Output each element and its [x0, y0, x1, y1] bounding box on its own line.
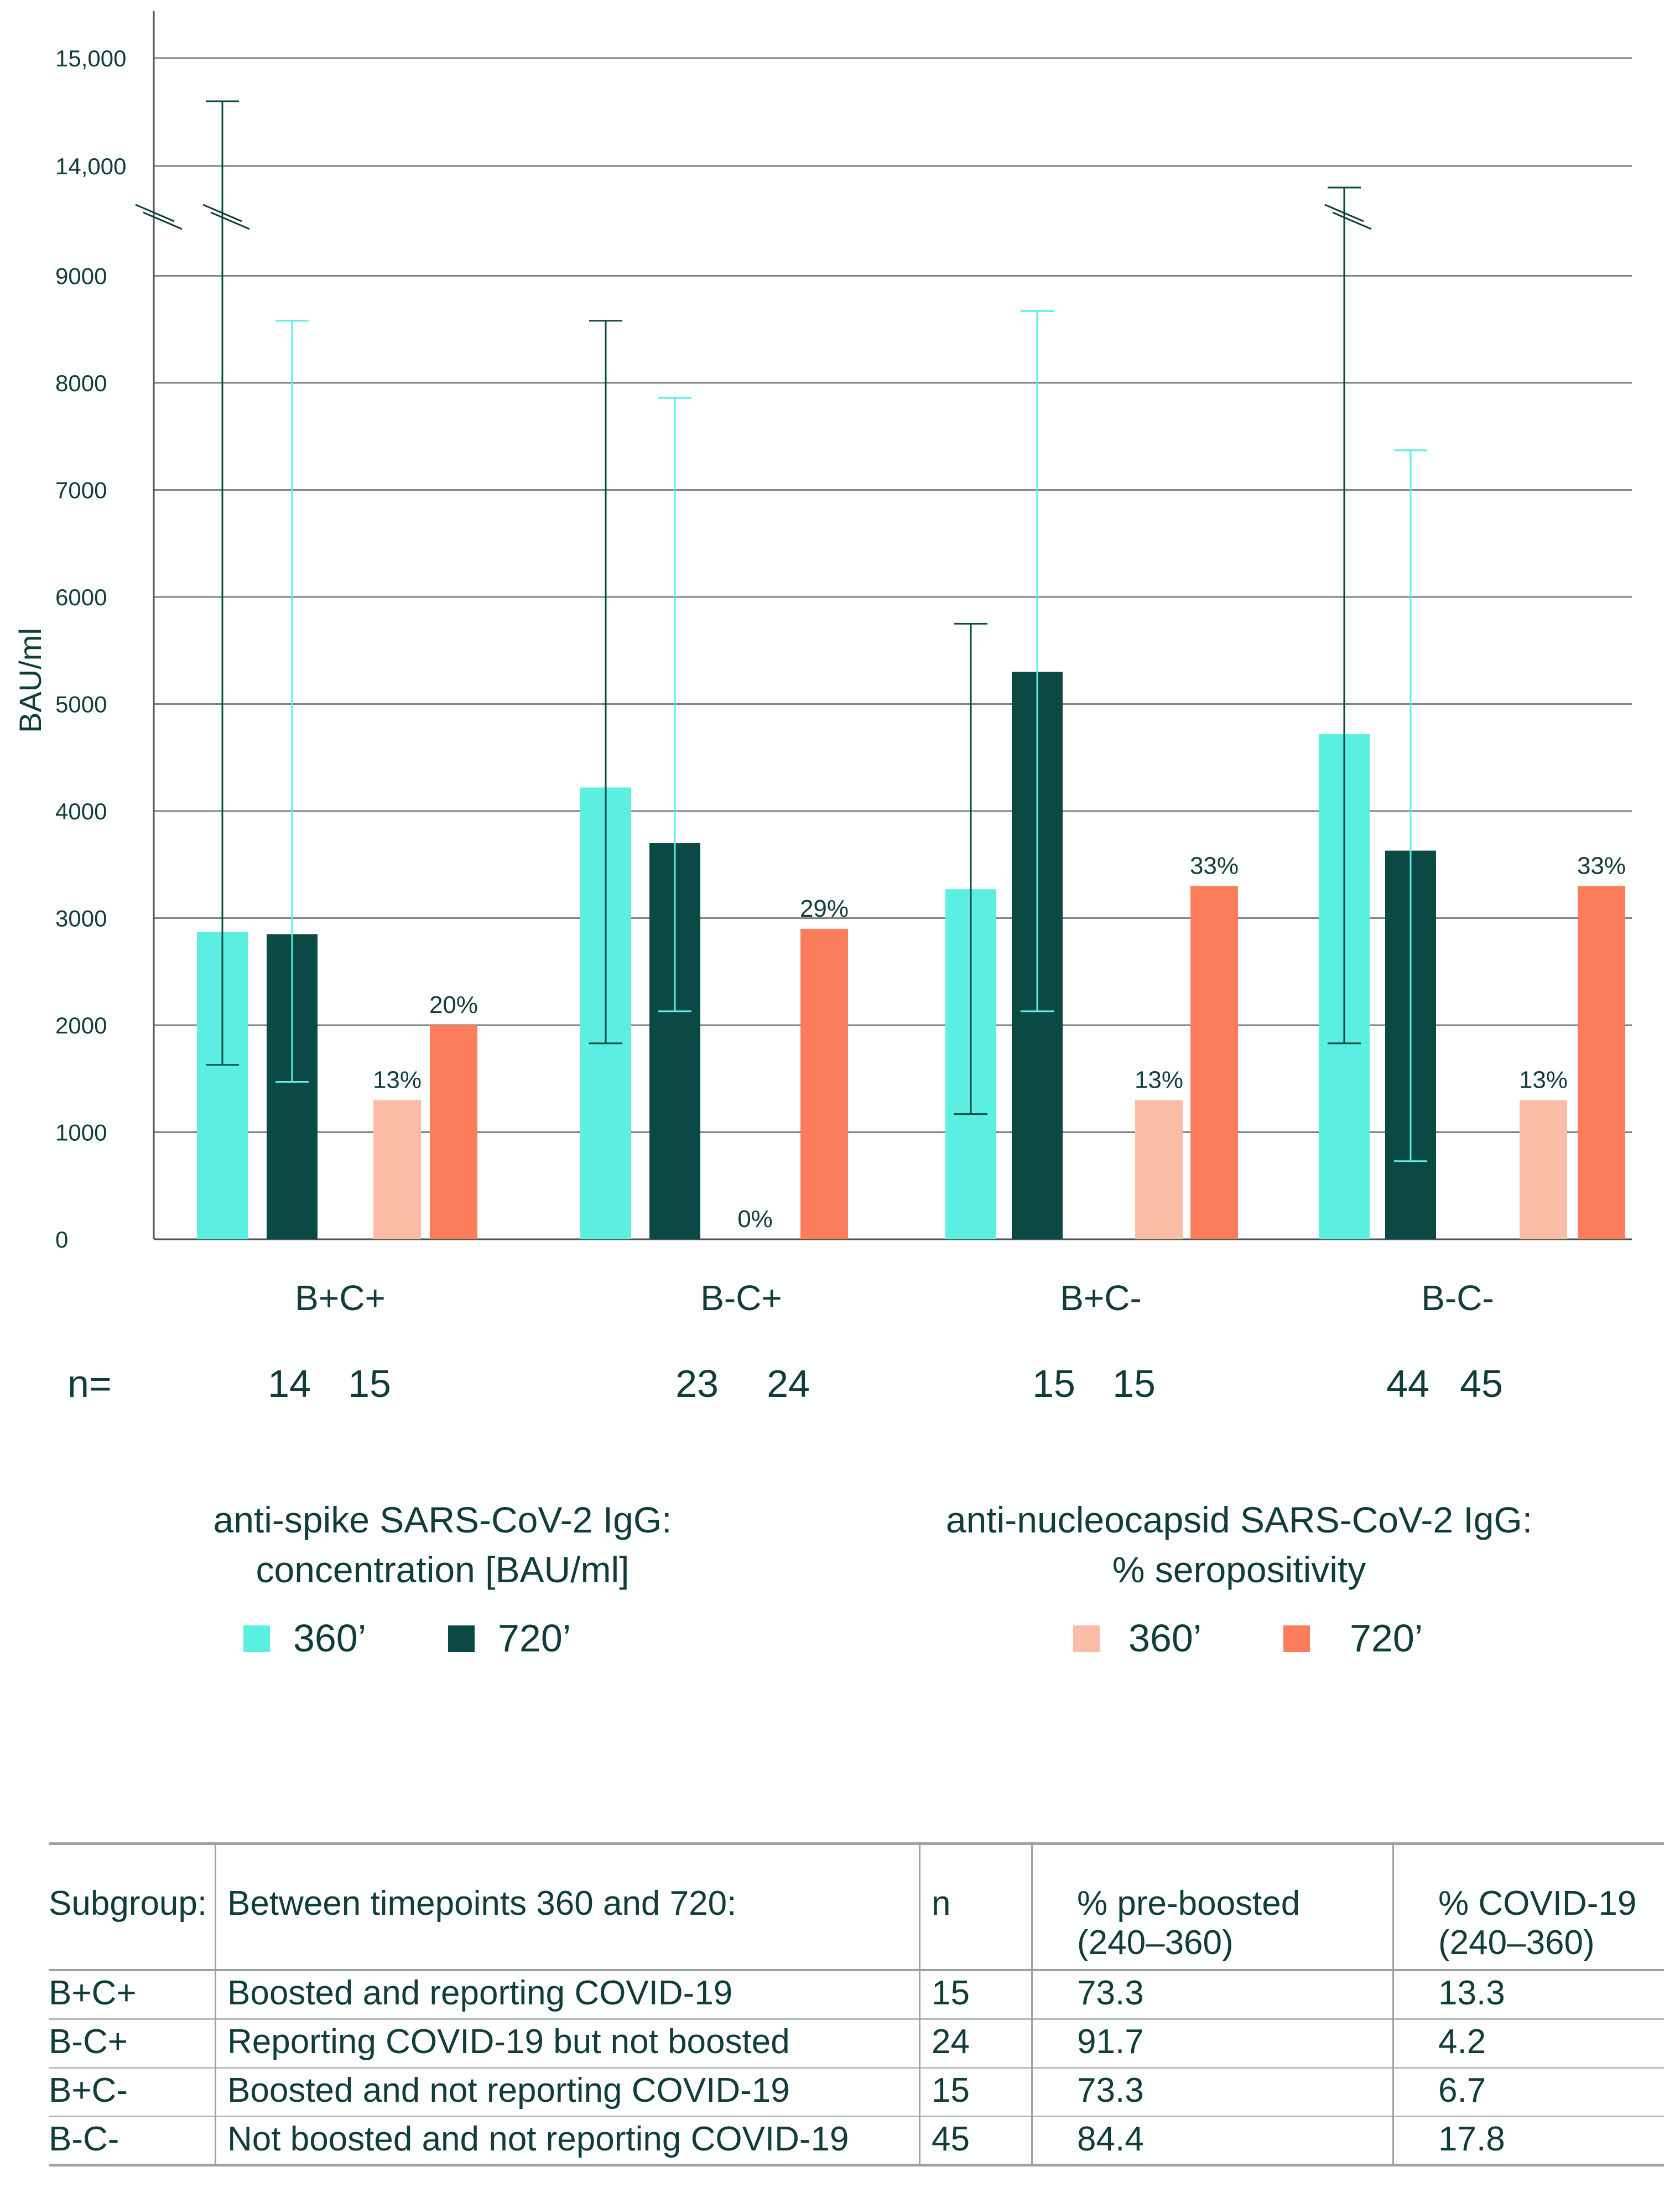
- n-value: 45: [1460, 1362, 1503, 1405]
- n-value: 15: [1112, 1362, 1156, 1405]
- n-value: 23: [675, 1362, 719, 1405]
- bars-layer: [197, 100, 1625, 1239]
- category-label: B+C+: [295, 1278, 386, 1318]
- bar-nucleo-720: [1578, 886, 1625, 1239]
- axis-break-mark: [135, 204, 175, 222]
- table-header-row: Subgroup: Between timepoints 360 and 720…: [49, 1843, 1665, 1971]
- bar-nucleo-720: [800, 928, 848, 1239]
- error-break-mark: [210, 211, 250, 230]
- cell-covid: 13.3: [1438, 1974, 1505, 2012]
- header-covid: % COVID-19 (240–360): [1393, 1844, 1665, 1971]
- bar-pct-label: 29%: [800, 895, 849, 922]
- header-preboosted-line2: (240–360): [1077, 1924, 1234, 1962]
- cell-covid: 4.2: [1438, 2022, 1486, 2061]
- error-break-mark: [1332, 211, 1372, 230]
- header-covid-line1: % COVID-19: [1438, 1884, 1637, 1923]
- table-row: B+C+ Boosted and reporting COVID-19 15 7…: [49, 1970, 1664, 2019]
- y-tick-label: 15,000: [55, 45, 126, 71]
- legend-swatch-spike-720: [448, 1625, 475, 1652]
- category-label: B-C+: [700, 1278, 782, 1318]
- bar-pct-label: 0%: [737, 1206, 773, 1233]
- n-value: 14: [268, 1362, 311, 1405]
- y-tick-label: 9000: [55, 263, 107, 289]
- cell-subgroup: B+C+: [49, 1970, 216, 2019]
- y-tick-label: 0: [55, 1227, 68, 1253]
- n-value: 24: [767, 1362, 810, 1405]
- header-subgroup: Subgroup:: [49, 1843, 216, 1970]
- y-tick-label: 1000: [55, 1120, 107, 1146]
- y-tick-label: 5000: [55, 692, 107, 718]
- cell-covid: 6.7: [1438, 2071, 1486, 2110]
- labels-layer: 0 1000 2000 3000 4000 5000 6000 7000 8000 9000 14,…: [55, 45, 1626, 1405]
- y-tick-label: 3000: [55, 906, 107, 932]
- bar-pct-label: 13%: [1135, 1066, 1183, 1093]
- bar-nucleo-360: [1135, 1100, 1183, 1239]
- subgroup-table-grid: Subgroup: Between timepoints 360 and 720…: [49, 1842, 1664, 2166]
- bar-pct-label: 33%: [1577, 852, 1626, 879]
- error-break-mark: [202, 204, 242, 222]
- cell-desc: Not boosted and not reporting COVID-19: [215, 2116, 920, 2165]
- cell-subgroup: B+C-: [49, 2067, 216, 2116]
- cell-n: 15: [919, 1970, 1033, 2019]
- y-tick-label: 4000: [55, 798, 107, 824]
- cell-n: 24: [919, 2019, 1033, 2067]
- bar-pct-label: 13%: [373, 1066, 422, 1093]
- legend-label-nucleo-720: 720’: [1350, 1617, 1423, 1660]
- category-label: B+C-: [1060, 1278, 1142, 1318]
- y-tick-label: 7000: [55, 477, 107, 503]
- bar-pct-label: 20%: [429, 991, 478, 1019]
- cell-preboosted: 73.3: [1032, 1970, 1394, 2019]
- legend-spike-title-2: concentration [BAU/ml]: [256, 1549, 630, 1590]
- y-tick-label: 2000: [55, 1012, 107, 1038]
- cell-subgroup: B-C-: [49, 2116, 216, 2165]
- n-value: 44: [1386, 1362, 1429, 1405]
- legend-spike-title-1: anti-spike SARS-CoV-2 IgG:: [214, 1499, 672, 1540]
- header-covid-line2: (240–360): [1438, 1924, 1595, 1962]
- table-row: B-C+ Reporting COVID-19 but not boosted …: [49, 2019, 1664, 2067]
- chart-area: 0 1000 2000 3000 4000 5000 6000 7000 8000 9000 14,…: [13, 11, 1632, 1660]
- legend-swatch-nucleo-720: [1283, 1625, 1310, 1652]
- subgroup-table: Subgroup: Between timepoints 360 and 720…: [49, 1842, 1664, 2166]
- cell-preboosted: 91.7: [1032, 2019, 1394, 2067]
- bar-pct-label: 13%: [1519, 1066, 1568, 1093]
- category-label: B-C-: [1421, 1278, 1494, 1318]
- table-row: B-C- Not boosted and not reporting COVID…: [49, 2116, 1664, 2165]
- legend-label-spike-360: 360’: [293, 1617, 366, 1660]
- bar-nucleo-360: [1520, 1100, 1567, 1239]
- legend-swatch-spike-360: [243, 1625, 270, 1652]
- cell-desc: Boosted and reporting COVID-19: [215, 1970, 920, 2019]
- cell-subgroup: B-C+: [49, 2019, 216, 2067]
- table-row: B+C- Boosted and not reporting COVID-19 …: [49, 2067, 1664, 2116]
- legend-nucleo-title-2: % seropositivity: [1112, 1549, 1366, 1590]
- error-break-mark: [1324, 204, 1364, 222]
- n-prefix-label: n=: [67, 1362, 112, 1405]
- cell-n: 45: [919, 2116, 1033, 2165]
- bar-pct-label: 33%: [1190, 852, 1239, 879]
- cell-preboosted: 73.3: [1032, 2067, 1394, 2116]
- header-n: n: [919, 1843, 1033, 1970]
- n-value: 15: [348, 1362, 391, 1405]
- legend-label-spike-720: 720’: [498, 1617, 571, 1660]
- y-axis-label: BAU/ml: [13, 628, 48, 733]
- n-value: 15: [1032, 1362, 1075, 1405]
- bar-nucleo-720: [430, 1025, 477, 1239]
- cell-preboosted: 84.4: [1032, 2116, 1394, 2165]
- legend: anti-spike SARS-CoV-2 IgG: concentration…: [214, 1499, 1533, 1660]
- cell-covid: 17.8: [1438, 2119, 1505, 2158]
- cell-n: 15: [919, 2067, 1033, 2116]
- y-tick-label: 6000: [55, 584, 107, 610]
- legend-label-nucleo-360: 360’: [1128, 1617, 1202, 1660]
- axis-break-mark: [143, 211, 183, 230]
- bar-nucleo-720: [1190, 886, 1238, 1239]
- y-tick-label: 8000: [55, 370, 107, 396]
- cell-desc: Reporting COVID-19 but not boosted: [215, 2019, 920, 2067]
- bar-nucleo-360: [373, 1100, 421, 1239]
- legend-swatch-nucleo-360: [1073, 1625, 1100, 1652]
- y-tick-label: 14,000: [55, 153, 126, 179]
- legend-nucleo-title-1: anti-nucleocapsid SARS-CoV-2 IgG:: [946, 1499, 1532, 1540]
- cell-desc: Boosted and not reporting COVID-19: [215, 2067, 920, 2116]
- header-preboosted-line1: % pre-boosted: [1077, 1884, 1301, 1923]
- header-preboosted: % pre-boosted (240–360): [1032, 1843, 1394, 1970]
- header-between: Between timepoints 360 and 720:: [215, 1843, 920, 1970]
